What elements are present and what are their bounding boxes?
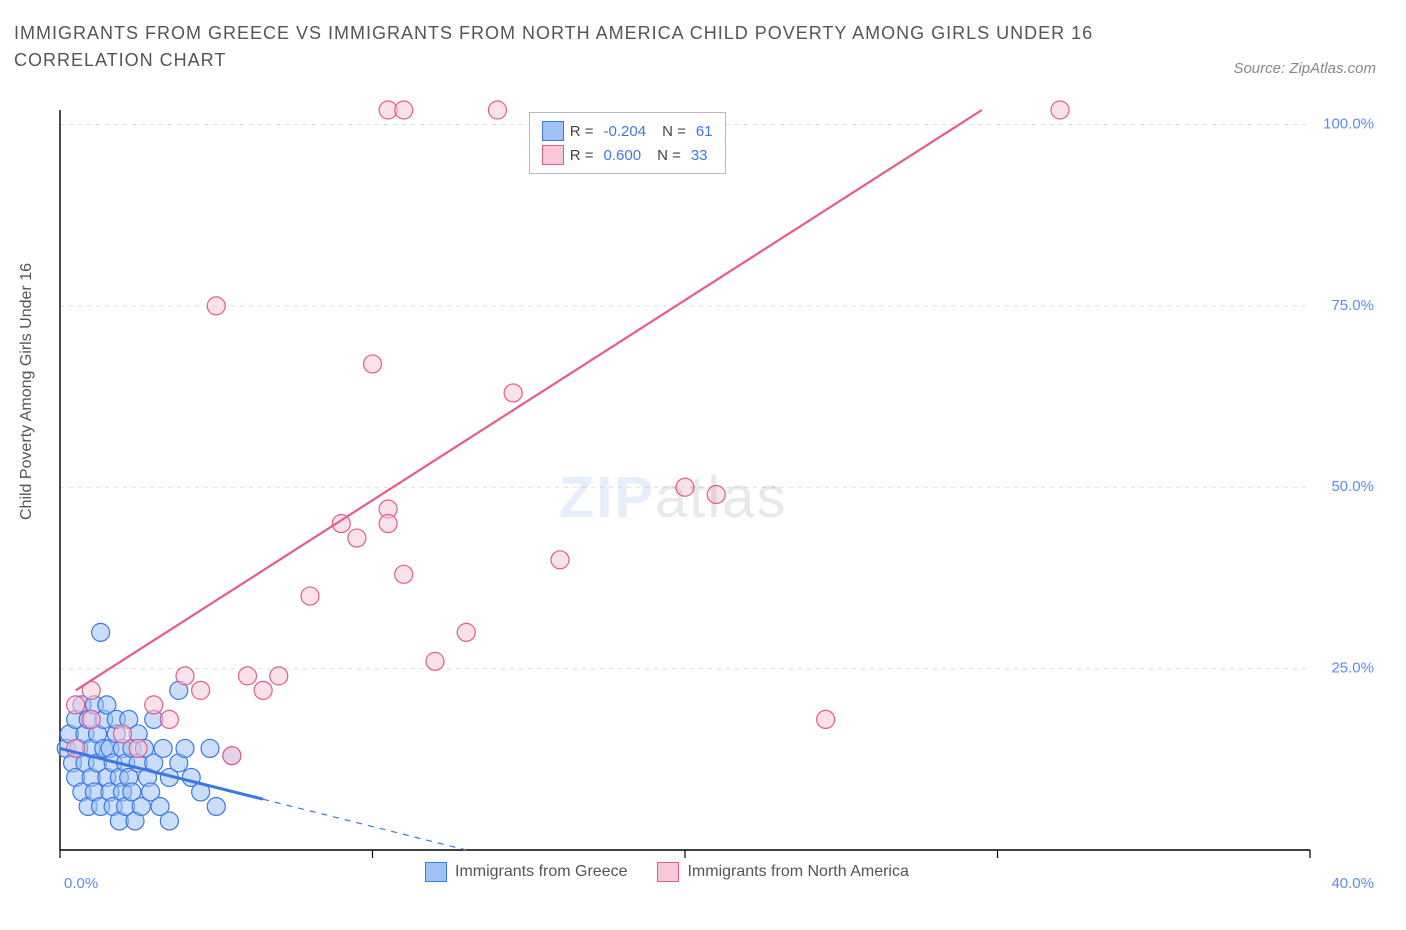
legend-item-greece: Immigrants from Greece [425, 862, 627, 882]
r-label: R = [570, 123, 594, 140]
svg-text:40.0%: 40.0% [1331, 875, 1374, 890]
y-axis-label: Child Poverty Among Girls Under 16 [18, 263, 36, 520]
r-value-greece: -0.204 [604, 123, 647, 140]
r-label: R = [570, 147, 594, 164]
svg-text:75.0%: 75.0% [1331, 297, 1374, 314]
chart-svg: ZIPatlas 25.0% 50.0% 75.0% 100.0% 0.0% 40.0% R … [50, 100, 1380, 890]
n-label: N = [657, 147, 681, 164]
n-value-na: 33 [691, 147, 708, 164]
r-value-na: 0.600 [604, 147, 642, 164]
legend-label-greece: Immigrants from Greece [455, 863, 627, 881]
legend-label-na: Immigrants from North America [687, 863, 908, 881]
legend-item-na: Immigrants from North America [657, 862, 908, 882]
swatch-greece-icon [425, 862, 447, 882]
svg-text:50.0%: 50.0% [1331, 478, 1374, 495]
swatch-na-icon [657, 862, 679, 882]
scatter-plot: ZIPatlas 25.0% 50.0% 75.0% 100.0% 0.0% 40.0% R … [50, 100, 1380, 890]
series-legend: Immigrants from Greece Immigrants from No… [425, 862, 909, 882]
chart-title: IMMIGRANTS FROM GREECE VS IMMIGRANTS FRO… [14, 20, 1114, 74]
source-label: Source: ZipAtlas.com [1233, 60, 1376, 77]
swatch-na [542, 145, 564, 165]
n-value-greece: 61 [696, 123, 713, 140]
n-label: N = [662, 123, 686, 140]
svg-text:100.0%: 100.0% [1323, 115, 1374, 132]
svg-text:atlas: atlas [655, 465, 788, 530]
svg-text:0.0%: 0.0% [64, 875, 98, 890]
svg-text:25.0%: 25.0% [1331, 660, 1374, 677]
svg-text:ZIP: ZIP [559, 465, 655, 530]
swatch-greece [542, 121, 564, 141]
stats-legend: R = -0.204 N = 61 R = 0.600 N = 33 [529, 112, 726, 174]
